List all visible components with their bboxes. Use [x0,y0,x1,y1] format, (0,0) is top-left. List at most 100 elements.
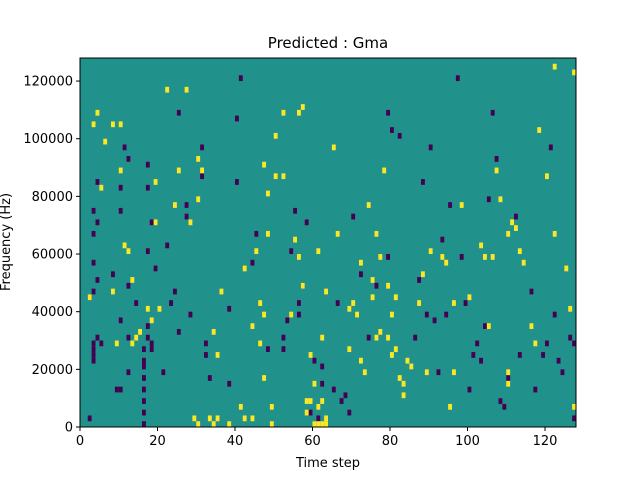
heatmap-cell-high [393,346,398,353]
heatmap-cell-high [149,317,154,324]
heatmap-cell-low [529,288,534,295]
heatmap-cell-high [308,352,313,358]
heatmap-cell-low [99,340,104,347]
heatmap-cell-high [374,334,379,341]
heatmap-cell-high [153,179,158,185]
heatmap-cell-high [459,202,464,208]
heatmap-cell-high [95,109,100,116]
heatmap-cell-high [188,219,193,226]
heatmap-cell-high [266,230,270,237]
heatmap-cell-low [560,369,565,376]
heatmap-cell-low [176,328,181,335]
y-axis-label: Frequency (Hz) [0,193,14,291]
heatmap-cell-low [390,127,394,133]
heatmap-cell-low [149,346,154,353]
heatmap-cell-high [378,254,383,260]
heatmap-cell-high [401,392,406,399]
heatmap-cell-low [386,109,391,116]
heatmap-cell-low [366,334,371,341]
heatmap-cell-low [285,317,290,324]
heatmap-cell-low [320,363,325,370]
heatmap-cell-low [142,386,146,393]
heatmap-cell-high [196,196,201,203]
heatmap-cell-low [339,398,344,404]
heatmap-cell-high [273,173,278,180]
heatmap-cell-low [91,288,96,295]
heatmap-cell-high [316,248,321,255]
heatmap-cell-low [572,415,577,422]
heatmap-cell-high [366,202,371,208]
heatmap-cell-high [215,352,220,358]
x-axis-label: Time step [295,456,360,471]
heatmap-cell-high [382,167,387,174]
heatmap-cell-low [142,421,146,427]
heatmap-cell-low [459,254,464,260]
heatmap-cell-high [297,109,301,116]
heatmap-plot-area [79,57,577,428]
heatmap-cell-high [316,421,321,427]
heatmap-cell-high [269,403,274,410]
heatmap-cell-low [397,132,402,139]
heatmap-cell-low [475,340,480,347]
heatmap-cell-low [335,300,340,306]
heatmap-cell-low [142,346,146,353]
heatmap-cell-low [490,109,495,116]
heatmap-cell-high [130,340,135,347]
heatmap-cell-low [254,230,259,237]
heatmap-cell-high [421,271,425,278]
heatmap-cell-high [312,421,317,427]
heatmap-cell-low [572,340,577,347]
heatmap-cell-low [118,207,123,214]
heatmap-cell-low [227,380,232,387]
heatmap-cell-high [281,173,286,180]
heatmap-cell-low [281,346,286,353]
heatmap-cell-low [122,144,127,151]
heatmap-cell-high [111,121,115,128]
heatmap-cell-low [486,196,491,203]
heatmap-cell-high [304,409,309,416]
heatmap-cell-high [111,288,115,295]
heatmap-cell-low [91,352,96,358]
heatmap-cell-low [95,179,100,185]
heatmap-cell-high [281,109,286,116]
x-axis-ticks: 0 20 40 60 80 100 120 [76,427,557,449]
heatmap-cell-high [552,230,557,237]
heatmap-cell-low [184,213,189,220]
heatmap-cell-high [506,369,511,376]
heatmap-cell-high [176,167,181,174]
heatmap-cell-high [91,121,96,128]
heatmap-cell-high [521,259,526,266]
heatmap-cell-high [424,369,429,376]
heatmap-cell-low [235,115,239,122]
heatmap-cell-high [99,184,104,191]
heatmap-cell-high [324,288,329,295]
heatmap-cell-high [479,242,484,249]
heatmap-cell-high [103,138,108,145]
x-tick-label: 0 [76,434,84,449]
heatmap-cell-high [510,219,515,226]
heatmap-cell-low [91,346,96,353]
heatmap-cell-low [331,386,336,393]
heatmap-cell-high [390,352,394,358]
heatmap-cell-low [153,265,158,272]
heatmap-cell-high [347,346,352,353]
heatmap-cell-low [374,282,379,289]
heatmap-cell-low [436,369,441,376]
heatmap-cell-high [215,415,220,422]
heatmap-cell-high [409,363,414,370]
y-tick-label: 20000 [32,363,73,378]
heatmap-cell-high [467,294,472,301]
heatmap-cell-high [517,248,522,255]
heatmap-cell-high [494,167,499,174]
heatmap-cell-low [428,144,433,151]
heatmap-cell-high [452,300,456,306]
heatmap-cell-low [440,236,445,243]
heatmap-cell-low [235,179,239,185]
heatmap-cell-high [397,375,402,381]
heatmap-cell-low [95,277,100,283]
heatmap-cell-low [118,184,123,191]
heatmap-cell-low [289,248,294,255]
heatmap-cell-low [483,323,487,329]
y-tick-label: 80000 [32,190,73,205]
heatmap-cell-high [165,86,170,93]
